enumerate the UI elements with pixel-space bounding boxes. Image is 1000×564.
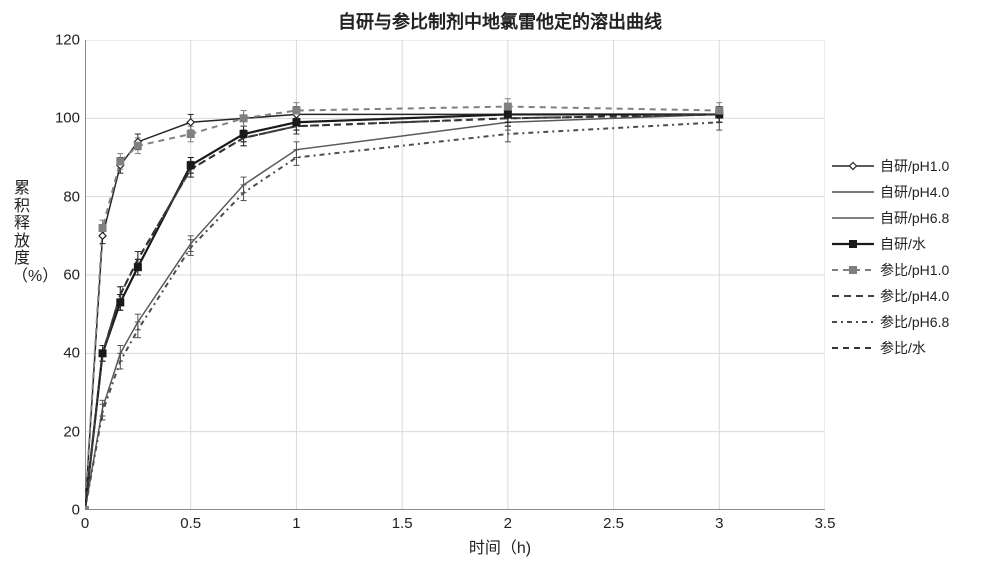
legend-item: 自研/水 xyxy=(832,234,992,254)
y-tick-label: 20 xyxy=(40,423,80,440)
legend-label: 参比/pH1.0 xyxy=(880,260,949,280)
x-tick-label: 0 xyxy=(65,515,105,532)
plot-area xyxy=(85,40,825,510)
legend-label: 自研/pH4.0 xyxy=(880,182,949,202)
legend: 自研/pH1.0 自研/pH4.0 自研/pH6.8 自研/水参比/pH1.0 参比/p… xyxy=(832,150,992,364)
x-tick-label: 3 xyxy=(699,515,739,532)
legend-item: 参比/pH1.0 xyxy=(832,260,992,280)
legend-item: 自研/pH6.8 xyxy=(832,208,992,228)
x-tick-label: 3.5 xyxy=(805,515,845,532)
x-axis-label: 时间（h) xyxy=(469,534,531,558)
legend-item: 自研/pH4.0 xyxy=(832,182,992,202)
legend-item: 参比/pH4.0 xyxy=(832,286,992,306)
legend-item: 自研/pH1.0 xyxy=(832,156,992,176)
legend-item: 参比/pH6.8 xyxy=(832,312,992,332)
y-axis-label: 累积释放度（%） xyxy=(12,180,32,286)
y-tick-label: 60 xyxy=(40,267,80,284)
y-tick-label: 120 xyxy=(40,32,80,49)
legend-item: 参比/水 xyxy=(832,338,992,358)
chart-container: 自研与参比制剂中地氯雷他定的溶出曲线 累积释放度（%） 时间（h) 0 20 40 6… xyxy=(0,0,1000,564)
y-tick-label: 100 xyxy=(40,110,80,127)
x-tick-label: 2 xyxy=(488,515,528,532)
legend-label: 参比/pH4.0 xyxy=(880,286,949,306)
legend-label: 参比/水 xyxy=(880,338,926,358)
x-tick-label: 1 xyxy=(276,515,316,532)
legend-label: 自研/水 xyxy=(880,234,926,254)
x-tick-label: 1.5 xyxy=(382,515,422,532)
legend-label: 参比/pH6.8 xyxy=(880,312,949,332)
legend-label: 自研/pH1.0 xyxy=(880,156,949,176)
legend-label: 自研/pH6.8 xyxy=(880,208,949,228)
x-tick-label: 0.5 xyxy=(171,515,211,532)
chart-title: 自研与参比制剂中地氯雷他定的溶出曲线 xyxy=(338,8,662,34)
x-tick-label: 2.5 xyxy=(594,515,634,532)
y-tick-label: 40 xyxy=(40,345,80,362)
y-tick-label: 80 xyxy=(40,188,80,205)
